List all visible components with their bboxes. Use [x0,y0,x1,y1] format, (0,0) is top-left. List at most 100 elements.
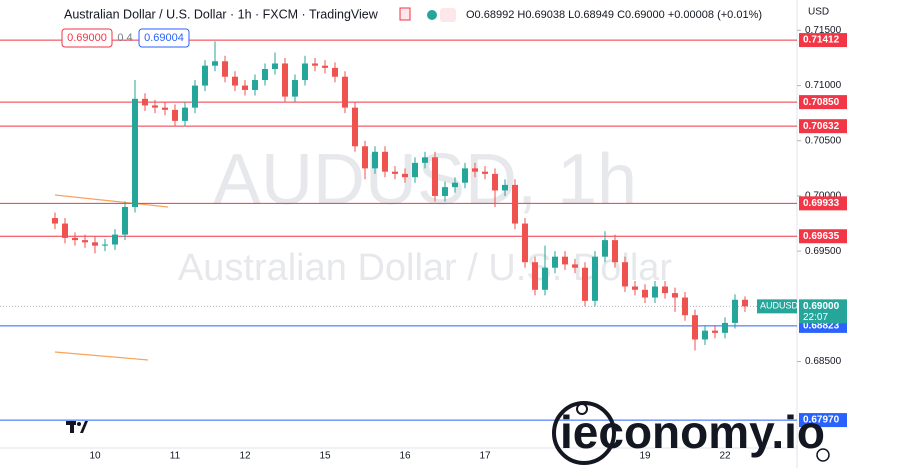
level-label-box [799,95,847,110]
candle-body [312,63,318,66]
candle-body [652,286,658,298]
candle-body [202,65,208,86]
level-label-box [799,229,847,244]
status-badge [440,8,456,22]
status-dot [427,10,437,20]
candle-body [102,244,108,246]
symbol-label: AUDUSD [760,301,799,311]
brand-text: ieconomy.io [560,406,825,458]
candle-body [572,264,578,268]
candle-body [162,107,168,110]
candle-body [332,67,338,77]
candle-body [122,206,128,235]
candle-body [92,242,98,246]
candle-body [292,80,298,97]
candle-body [212,61,218,66]
candle-body [682,297,688,316]
candle-body [262,68,268,81]
y-tick-label: 0.68500 [805,356,842,367]
candle-body [722,322,728,333]
last-price-label: 0.69000 [803,301,840,312]
candle-body [702,330,708,340]
y-tick-label: 0.71500 [805,25,842,36]
candle-body [392,171,398,174]
level-label: 0.69933 [803,198,840,209]
candle-body [52,218,58,224]
y-tick-label: 0.70500 [805,135,842,146]
level-label-box [799,413,847,428]
candle-body [502,184,508,191]
x-tick-label: 11 [170,451,181,462]
x-tick-label: 19 [639,451,651,462]
candle-body [62,223,68,238]
candle-body [602,240,608,257]
tradingview-logo [66,421,88,433]
candle-body [492,173,498,191]
candle-body [472,168,478,172]
candle-body [592,256,598,301]
candle-body [242,85,248,90]
candle-body [182,107,188,121]
candle-body [672,293,678,298]
last-price-box [799,299,847,324]
candle-body [462,168,468,183]
candle-body [622,262,628,287]
x-tick-label: 22 [719,451,731,462]
y-tick-label: 0.70000 [805,191,842,202]
spread: 0.4 [117,32,132,44]
candle-body [282,63,288,97]
x-tick-label: 17 [479,451,491,462]
symbol-box [757,299,797,314]
candle-body [692,315,698,340]
x-tick-label: 15 [319,451,331,462]
sell-price[interactable]: 0.69000 [67,32,107,44]
candle-body [372,151,378,169]
candle-body [732,299,738,323]
candle-body [632,286,638,290]
ohlc-readout: O0.68992 H0.69038 L0.68949 C0.69000 +0.0… [466,9,762,21]
candle-body [612,240,618,263]
candle-body [352,107,358,147]
buy-button[interactable] [138,28,190,48]
candle-body [82,240,88,243]
candle-body [232,76,238,86]
candle-body [742,299,748,307]
buy-price[interactable]: 0.69004 [144,32,184,44]
candle-body [522,223,528,263]
alert-icon[interactable] [399,7,411,21]
candle-body [542,267,548,290]
candle-body [252,80,258,90]
currency-label: USD [808,7,829,18]
level-label-box [799,33,847,48]
candle-body [432,157,438,196]
candle-body [642,289,648,298]
candle-body [72,237,78,241]
x-tick-label: 16 [399,451,411,462]
candle-body [412,162,418,178]
candle-body [152,105,158,108]
sell-button[interactable] [61,28,113,48]
candle-body [532,262,538,290]
candle-body [322,65,328,68]
candle-body [552,256,558,268]
settings-icon[interactable] [816,448,830,462]
candle-body [402,173,408,178]
candle-body [452,182,458,188]
candle-body [342,76,348,108]
candle-body [382,151,388,172]
candle-body [192,85,198,108]
watermark-name: Australian Dollar / U.S. Dollar [178,247,673,289]
candle-body [222,61,228,77]
chart-title: Australian Dollar / U.S. Dollar · 1h · F… [64,7,379,21]
y-tick-label: 0.69500 [805,246,842,257]
candle-body [582,267,588,301]
level-label: 0.70632 [803,121,840,132]
candle-body [132,98,138,207]
level-label: 0.69635 [803,231,840,242]
x-tick-label: 12 [239,451,251,462]
trend-line [54,351,149,361]
brand-logo: ieconomy.io [552,401,825,465]
candle-body [112,234,118,245]
